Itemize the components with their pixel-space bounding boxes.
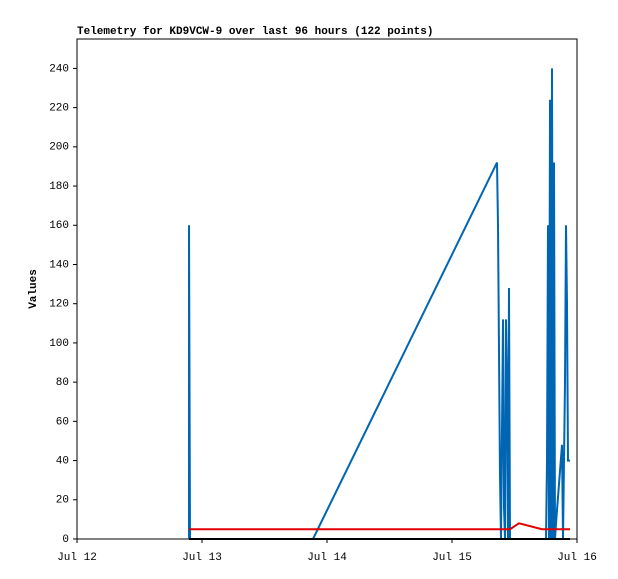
y-tick-label: 0 xyxy=(62,534,69,546)
y-tick-label: 200 xyxy=(49,142,69,154)
x-tick-label: Jul 16 xyxy=(557,552,597,564)
x-tick-label: Jul 14 xyxy=(307,552,347,564)
y-tick-label: 20 xyxy=(56,495,69,507)
y-tick-label: 160 xyxy=(49,220,69,232)
y-tick-label: 80 xyxy=(56,377,69,389)
chart-title: Telemetry for KD9VCW-9 over last 96 hour… xyxy=(77,26,433,38)
y-tick-label: 60 xyxy=(56,416,69,428)
series-line xyxy=(189,522,570,531)
y-tick-label: 40 xyxy=(56,455,69,467)
y-tick-label: 240 xyxy=(49,63,69,75)
x-tick-label: Jul 15 xyxy=(432,552,472,564)
x-tick-label: Jul 13 xyxy=(182,552,222,564)
y-axis-label: Values xyxy=(28,269,40,309)
y-tick-label: 140 xyxy=(49,259,69,271)
y-tick-label: 120 xyxy=(49,299,69,311)
x-tick-label: Jul 12 xyxy=(57,552,97,564)
y-tick-label: 220 xyxy=(49,103,69,115)
y-tick-label: 180 xyxy=(49,181,69,193)
y-tick-label: 100 xyxy=(49,338,69,350)
